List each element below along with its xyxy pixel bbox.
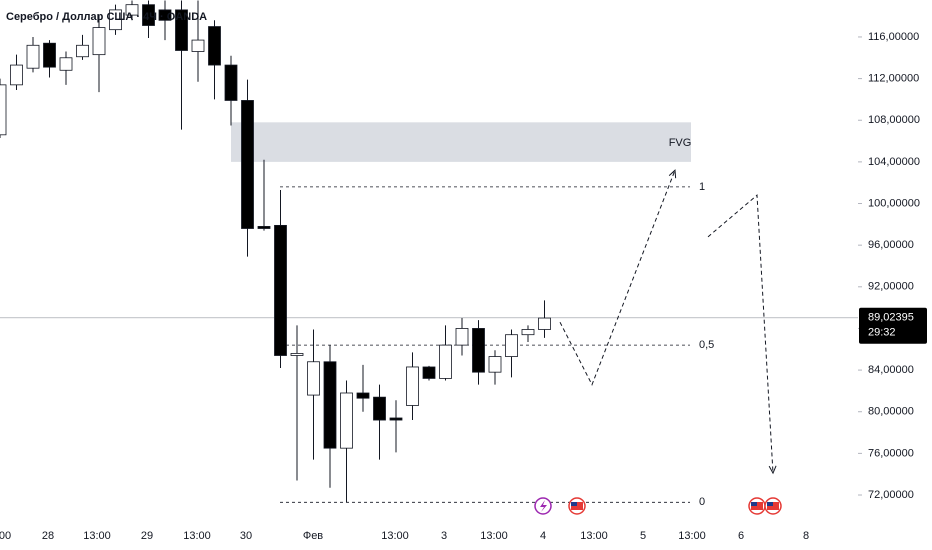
projection-arrowhead: [668, 169, 677, 179]
x-tick-label: 13:00: [678, 530, 706, 542]
candle-body: [191, 39, 205, 52]
chart-title: Серебро / Доллар США · 4Ч · OANDA: [6, 11, 207, 23]
x-tick-label: 3: [441, 530, 447, 542]
candle-body: [521, 329, 535, 336]
x-tick-label: 6: [738, 530, 744, 542]
x-tick-label: 13:00: [83, 530, 111, 542]
candle-body: [76, 44, 89, 58]
candle-body: [59, 57, 73, 71]
candle-body: [340, 392, 353, 449]
candle-body: [538, 317, 551, 330]
candle-body: [406, 366, 419, 406]
event-icon-glyph: [540, 500, 547, 512]
candle-body: [389, 417, 403, 421]
y-tick-label: 72,00000: [868, 489, 914, 501]
y-tick-label: 100,00000: [868, 197, 920, 209]
candle-body: [241, 100, 254, 229]
level-label: 0,5: [699, 339, 714, 351]
candle-body: [125, 4, 139, 16]
x-tick-label: 30: [240, 530, 252, 542]
y-tick-label: 104,00000: [868, 156, 920, 168]
y-tick-label: 108,00000: [868, 114, 920, 126]
event-icon[interactable]: [764, 497, 782, 515]
price-tag-value: 89,02395: [868, 312, 914, 324]
candle-body: [373, 396, 386, 421]
projection-arrowhead: [768, 465, 777, 475]
candle-body: [175, 9, 188, 51]
candle-body: [422, 366, 436, 379]
x-tick-label: Фев: [303, 530, 323, 542]
candle-body: [109, 9, 122, 31]
fvg-zone: [231, 122, 691, 162]
candle-body: [257, 226, 271, 229]
y-tick-label: 116,00000: [868, 31, 919, 43]
x-tick-label: 8: [803, 530, 809, 542]
event-icon[interactable]: [568, 497, 586, 515]
price-tag: [859, 307, 927, 344]
candle-body: [26, 44, 40, 69]
candle-body: [142, 4, 155, 26]
y-tick-label: 112,00000: [868, 73, 919, 85]
y-tick-label: 92,00000: [868, 281, 914, 293]
price-tag-countdown: 29:32: [868, 327, 896, 339]
x-tick-label: 13:00: [183, 530, 211, 542]
level-label: 0: [699, 496, 705, 508]
candle-body: [307, 361, 320, 396]
candle-body: [439, 344, 452, 379]
event-icon[interactable]: [748, 497, 766, 515]
candle-body: [43, 42, 56, 68]
projection-path: [707, 194, 774, 474]
x-tick-label: 13:00: [381, 530, 409, 542]
level-label: 1: [699, 181, 705, 193]
x-tick-label: 28: [42, 530, 54, 542]
candle-body: [323, 361, 337, 449]
candle-body: [92, 27, 106, 56]
y-tick-label: 76,00000: [868, 447, 914, 459]
candle-body: [0, 84, 7, 136]
candle-body: [290, 353, 304, 356]
candle-body: [274, 224, 287, 356]
candle-body: [488, 356, 502, 373]
candle-body: [455, 328, 469, 346]
candle-body: [356, 392, 370, 399]
candle-body: [505, 334, 518, 357]
fvg-label: FVG: [669, 137, 692, 149]
x-tick-label: 00: [0, 530, 11, 542]
candle-body: [224, 64, 238, 101]
event-icons: [534, 497, 782, 515]
y-tick-label: 84,00000: [868, 364, 914, 376]
candle-body: [208, 26, 221, 66]
y-tick-label: 80,00000: [868, 406, 914, 418]
candle-body: [472, 328, 485, 373]
x-tick-label: 29: [141, 530, 153, 542]
x-tick-label: 5: [640, 530, 646, 542]
y-tick-label: 96,00000: [868, 239, 914, 251]
x-tick-label: 4: [540, 530, 546, 542]
candle-body: [10, 64, 23, 86]
x-tick-label: 13:00: [580, 530, 608, 542]
candle-body: [158, 9, 172, 21]
projection-path: [559, 170, 676, 386]
x-tick-label: 13:00: [480, 530, 508, 542]
